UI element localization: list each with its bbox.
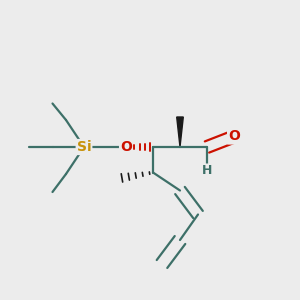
Polygon shape — [177, 117, 183, 147]
Text: H: H — [202, 164, 212, 178]
Text: O: O — [120, 140, 132, 154]
Text: Si: Si — [77, 140, 91, 154]
Text: O: O — [228, 130, 240, 143]
